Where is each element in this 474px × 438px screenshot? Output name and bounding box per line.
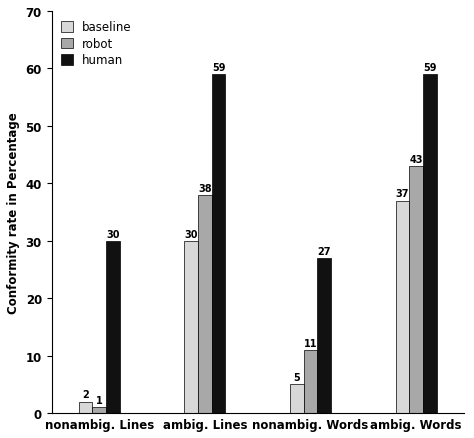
Legend: baseline, robot, human: baseline, robot, human [57,18,136,71]
Text: 59: 59 [212,63,225,73]
Text: 37: 37 [396,189,409,199]
Bar [106,241,120,413]
Text: 1: 1 [96,395,102,405]
Bar [395,201,409,413]
Bar [409,167,423,413]
Text: 27: 27 [318,246,331,256]
Bar [423,75,437,413]
Bar [304,350,318,413]
Text: 30: 30 [184,229,198,239]
Text: 43: 43 [410,155,423,164]
Bar [318,258,331,413]
Text: 2: 2 [82,389,89,399]
Bar [198,195,212,413]
Text: 38: 38 [198,183,211,193]
Bar [79,402,92,413]
Y-axis label: Conformity rate in Percentage: Conformity rate in Percentage [7,112,20,313]
Bar [92,407,106,413]
Text: 11: 11 [304,338,317,348]
Text: 59: 59 [423,63,437,73]
Bar [212,75,226,413]
Bar [290,385,304,413]
Text: 5: 5 [293,372,300,382]
Text: 30: 30 [106,229,119,239]
Bar [184,241,198,413]
